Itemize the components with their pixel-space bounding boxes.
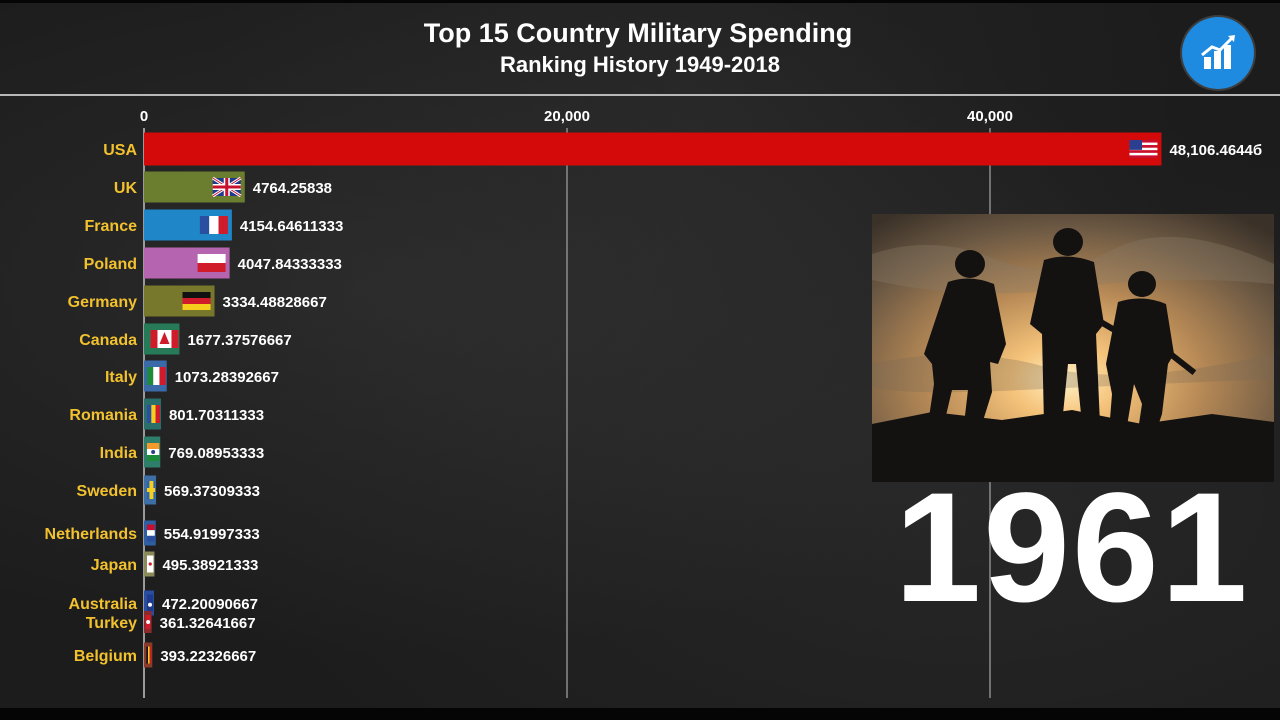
value-label: 1677.37576667 [187,332,291,349]
turkey-flag-icon [145,615,151,629]
country-label: Poland [84,256,137,273]
bar-group: Poland 4047.84333333 [84,247,342,279]
country-label: Italy [105,369,137,386]
value-label: 569.37309333 [164,483,260,500]
bar-group: Germany 3334.48828667 [68,285,327,317]
value-label: 48,106.4644б [1169,142,1262,159]
bar-group: Belgium 393.22326667 [74,642,256,668]
bottom-border [0,708,1280,720]
value-label: 554.91997333 [164,526,260,543]
bar-group: India 769.08953333 [100,436,264,468]
australia-flag-icon [147,594,153,612]
bar-group: Canada 1677.37576667 [79,323,292,355]
romania-flag-icon [147,405,160,423]
netherlands-flag-icon [147,524,155,542]
country-label: Germany [68,294,137,311]
bar-group: France 4154.64611333 [85,209,343,241]
country-label: France [85,218,138,235]
bar-group: USA 48,106.4644б [103,132,1262,166]
country-label: Sweden [77,483,137,500]
usa-flag-icon [1129,140,1158,158]
value-label: 4764.25838 [253,180,332,197]
belgium-flag-icon [146,646,152,664]
country-label: Belgium [74,648,137,665]
bar-group: Sweden 569.37309333 [77,475,260,505]
value-label: 1073.28392667 [175,369,279,386]
value-label: 3334.48828667 [223,294,327,311]
country-label: Japan [91,557,137,574]
value-label: 495.38921333 [162,557,258,574]
top-border [0,0,1280,3]
india-flag-icon [147,443,160,461]
country-label: USA [103,142,137,159]
value-label: 769.08953333 [168,445,264,462]
bar-group: Turkey 361.32641667 [86,611,256,633]
country-label: Canada [79,332,137,349]
country-label: Australia [69,596,138,613]
bar-group: Italy 1073.28392667 [105,360,279,392]
bar-group: Netherlands 554.91997333 [45,520,260,546]
sweden-flag-icon [147,481,156,499]
chart-subtitle: Ranking History 1949-2018 [499,52,781,77]
uk-flag-icon [211,176,242,198]
value-label: 4047.84333333 [238,256,342,273]
bar-group: Japan 495.38921333 [91,551,258,577]
value-label: 4154.64611333 [240,218,343,235]
x-tick-label: 20,000 [544,108,590,125]
country-label: Romania [69,407,137,424]
japan-flag-icon [147,555,154,573]
bar-group: UK 4764.25838 [114,171,332,203]
country-label: UK [114,180,138,197]
value-label: 393.22326667 [160,648,256,665]
value-label: 801.70311333 [169,407,264,424]
germany-flag-icon [182,292,211,310]
poland-flag-icon [197,254,226,272]
france-flag-icon [199,216,228,234]
canada-flag-icon [150,330,179,348]
country-label: India [100,445,137,462]
country-label: Turkey [86,615,137,632]
bar-group: Australia 472.20090667 [69,590,258,616]
title-divider [0,94,1280,96]
current-year-label: 1961 [894,461,1250,635]
country-label: Netherlands [45,526,138,543]
bar-group: Romania 801.70311333 [69,398,264,430]
value-label: 472.20090667 [162,596,258,613]
bar [144,132,1162,166]
x-tick-label: 40,000 [967,108,1013,125]
x-tick-label: 0 [140,108,148,125]
value-label: 361.32641667 [160,615,256,632]
soldiers-silhouette-sunset-image [872,214,1274,482]
bar-chart-trend-icon[interactable] [1182,17,1254,89]
italy-flag-icon [147,367,166,385]
title-block: Top 15 Country Military Spending Ranking… [0,18,1280,78]
chart-title: Top 15 Country Military Spending [423,18,853,48]
